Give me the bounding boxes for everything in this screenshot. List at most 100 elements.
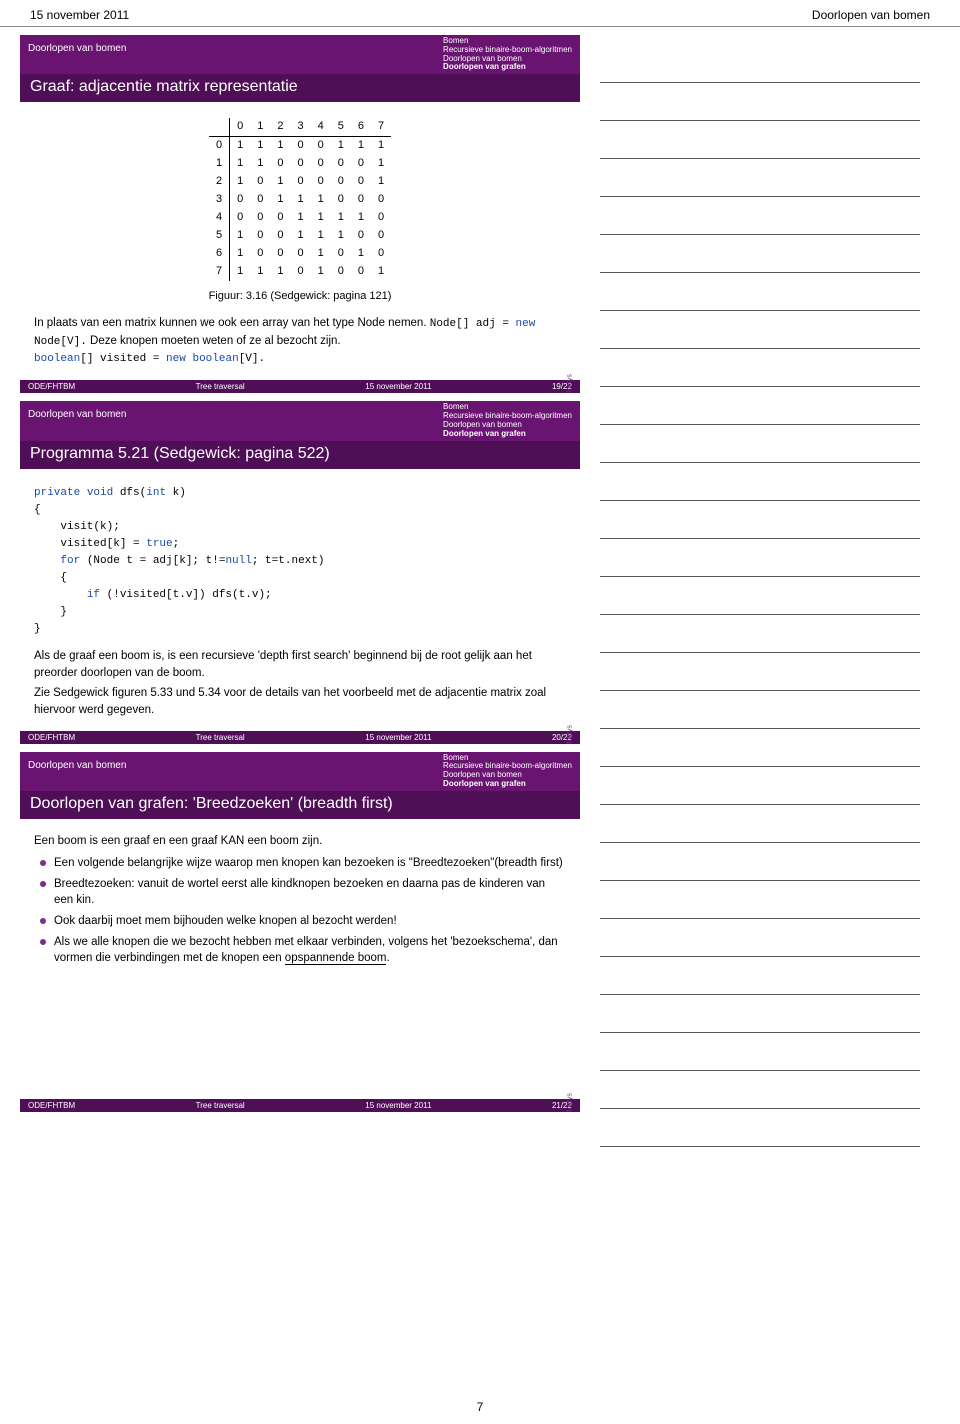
matrix-cell: 1 [351,209,371,227]
slide-1: Doorlopen van bomenBomenRecursieve binai… [20,35,580,393]
matrix-cell: 0 [230,209,251,227]
text: Deze knopen moeten weten of ze al bezoch… [90,335,341,347]
note-line [600,197,920,235]
footer-date: 15 november 2011 [365,1101,431,1110]
matrix-cell: 0 [250,209,270,227]
text: In plaats van een matrix kunnen we ook e… [34,317,430,329]
matrix-cell: 1 [250,263,270,281]
inline-code: boolean[] visited = new boolean[V]. [34,353,265,365]
matrix-cell: 0 [351,263,371,281]
matrix-cell: 0 [250,191,270,209]
slide-header: Doorlopen van bomenBomenRecursieve binai… [20,752,580,791]
slide-2: Doorlopen van bomenBomenRecursieve binai… [20,401,580,743]
footer-mid: Tree traversal [196,733,245,742]
row-header: 6 [209,245,230,263]
header-title: Doorlopen van bomen [812,8,930,22]
slides-column: Doorlopen van bomenBomenRecursieve binai… [20,35,580,1147]
matrix-cell: 1 [351,245,371,263]
page-number: 7 [477,1400,484,1414]
matrix-cell: 0 [371,227,391,245]
slide-title: Graaf: adjacentie matrix representatie [20,74,580,102]
matrix-cell: 1 [311,209,331,227]
row-header: 2 [209,173,230,191]
note-line [600,539,920,577]
row-header: 3 [209,191,230,209]
note-line [600,577,920,615]
note-line [600,121,920,159]
note-line [600,349,920,387]
matrix-cell: 1 [270,263,290,281]
slide-footer: ODE/FHTBM Tree traversal 15 november 201… [20,731,580,744]
slide-body: private void dfs(int k) { visit(k); visi… [20,469,580,731]
matrix-cell: 1 [290,209,310,227]
breadcrumb-line: Doorlopen van grafen [443,430,572,439]
matrix-cell: 0 [290,245,310,263]
note-line [600,767,920,805]
matrix-cell: 0 [311,173,331,191]
matrix-cell: 1 [311,191,331,209]
slide-title: Doorlopen van grafen: 'Breedzoeken' (bre… [20,791,580,819]
matrix-cell: 0 [270,155,290,173]
row-header: 4 [209,209,230,227]
col-header: 2 [270,118,290,136]
matrix-cell: 0 [351,191,371,209]
matrix-cell: 1 [230,137,251,155]
fontys-logo: fontys [566,374,576,393]
matrix-cell: 0 [331,263,351,281]
slide-header: Doorlopen van bomenBomenRecursieve binai… [20,401,580,440]
matrix-cell: 0 [371,209,391,227]
matrix-cell: 0 [270,245,290,263]
matrix-cell: 1 [270,191,290,209]
content-area: Doorlopen van bomenBomenRecursieve binai… [0,27,960,1147]
note-line [600,919,920,957]
footer-date: 15 november 2011 [365,382,431,391]
matrix-cell: 1 [230,155,251,173]
matrix-cell: 0 [290,263,310,281]
matrix-cell: 1 [311,263,331,281]
row-header: 1 [209,155,230,173]
breadcrumb-line: Doorlopen van grafen [443,780,572,789]
matrix-cell: 0 [371,245,391,263]
note-line [600,235,920,273]
note-line [600,501,920,539]
paragraph: In plaats van een matrix kunnen we ook e… [34,315,566,369]
note-line [600,995,920,1033]
slide-3: Doorlopen van bomenBomenRecursieve binai… [20,752,580,1112]
footer-date: 15 november 2011 [365,733,431,742]
matrix-cell: 0 [250,227,270,245]
matrix-cell: 0 [290,173,310,191]
note-line [600,805,920,843]
col-header: 4 [311,118,331,136]
note-line [600,1033,920,1071]
col-header: 0 [230,118,251,136]
footer-left: ODE/FHTBM [28,1101,75,1110]
col-header: 6 [351,118,371,136]
matrix-cell: 1 [311,227,331,245]
note-line [600,463,920,501]
list-item: Ook daarbij moet mem bijhouden welke kno… [40,913,566,929]
matrix-cell: 0 [351,155,371,173]
matrix-cell: 1 [290,191,310,209]
fontys-logo: fontys [566,1093,576,1112]
matrix-cell: 0 [270,209,290,227]
slide-body: Een boom is een graaf en een graaf KAN e… [20,819,580,1099]
matrix-cell: 0 [311,155,331,173]
note-line [600,425,920,463]
matrix-cell: 0 [331,173,351,191]
matrix-cell: 0 [270,227,290,245]
note-line [600,653,920,691]
notes-column [580,35,920,1147]
note-line [600,881,920,919]
matrix-cell: 1 [270,137,290,155]
matrix-cell: 0 [331,155,351,173]
breadcrumb-left: Doorlopen van bomen [28,43,126,55]
matrix-cell: 0 [290,155,310,173]
matrix-cell: 0 [371,191,391,209]
matrix-cell: 0 [351,227,371,245]
page-header: 15 november 2011 Doorlopen van bomen [0,0,960,27]
matrix-cell: 1 [270,173,290,191]
matrix-cell: 1 [250,155,270,173]
list-item: Als we alle knopen die we bezocht hebben… [40,934,566,966]
matrix-cell: 0 [331,245,351,263]
breadcrumb-left: Doorlopen van bomen [28,409,126,421]
